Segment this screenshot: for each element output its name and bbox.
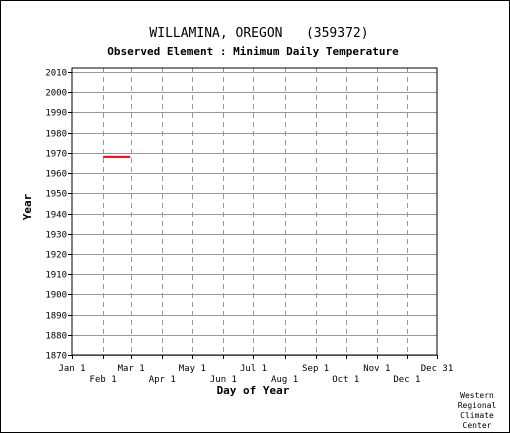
x-tick-label-top: Nov 1: [363, 364, 390, 374]
y-tick-label: 2010: [45, 69, 67, 79]
chart-title: WILLAMINA, OREGON (359372): [149, 26, 368, 41]
x-tick-label-top: Sep 1: [302, 364, 329, 374]
credit-line-3: Climate: [460, 411, 494, 420]
y-tick-label: 2000: [45, 89, 67, 99]
y-tick-label: 1870: [45, 352, 67, 362]
plot-area: [71, 67, 438, 356]
chart-subtitle: Observed Element : Minimum Daily Tempera…: [107, 45, 399, 58]
y-tick-label: 1990: [45, 109, 67, 119]
y-tick-label: 1920: [45, 251, 67, 261]
y-tick-label: 1880: [45, 332, 67, 342]
credit-block: Western Regional Climate Center: [458, 391, 497, 430]
credit-line-1: Western: [460, 391, 494, 400]
y-tick-label: 1960: [45, 170, 67, 180]
x-tick-label-bottom: Jun 1: [210, 375, 237, 385]
plot-grid: [72, 68, 437, 356]
x-tick-label-bottom: Aug 1: [271, 375, 298, 385]
credit-line-4: Center: [463, 421, 492, 430]
y-tick-label: 1930: [45, 231, 67, 241]
y-tick-label: 1970: [45, 150, 67, 160]
x-axis-label: Day of Year: [217, 384, 290, 397]
y-axis-label: Year: [21, 193, 34, 220]
x-tick-label-bottom: Apr 1: [149, 375, 176, 385]
x-tick-label-top: Jan 1: [58, 364, 85, 374]
x-tick-label-bottom: Dec 1: [393, 375, 420, 385]
y-axis-ticks: 1870 1880 1890 1900 1910 1920 1930 1940 1950 1960…: [45, 69, 72, 362]
y-tick-label: 1910: [45, 271, 67, 281]
x-tick-label-top: Dec 31: [421, 364, 454, 374]
x-tick-label-bottom: Oct 1: [332, 375, 359, 385]
x-tick-label-top: May 1: [179, 364, 206, 374]
y-tick-label: 1950: [45, 190, 67, 200]
y-tick-label: 1980: [45, 130, 67, 140]
y-tick-label: 1900: [45, 291, 67, 301]
x-tick-label-bottom: Feb 1: [90, 375, 117, 385]
credit-line-2: Regional: [458, 401, 497, 410]
y-tick-label: 1890: [45, 312, 67, 322]
y-tick-label: 1940: [45, 211, 67, 221]
x-tick-label-top: Jul 1: [240, 364, 267, 374]
x-tick-label-top: Mar 1: [118, 364, 145, 374]
x-axis-ticks: Jan 1 Mar 1 May 1 Jul 1 Sep 1 Nov 1 Dec 31 Feb …: [58, 355, 453, 385]
